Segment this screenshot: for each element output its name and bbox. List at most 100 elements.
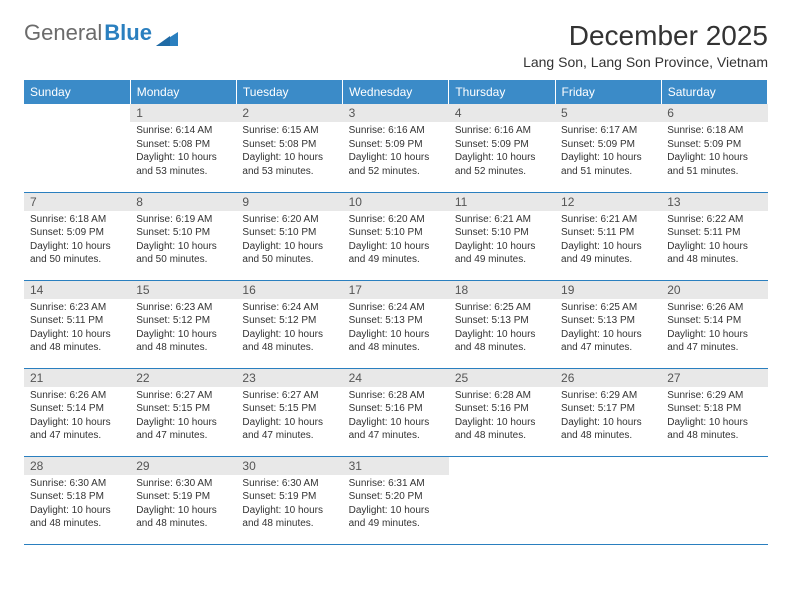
day-detail-line: Daylight: 10 hours [349, 504, 443, 518]
day-detail-line: Sunrise: 6:23 AM [30, 301, 124, 315]
day-detail-line: Daylight: 10 hours [561, 328, 655, 342]
day-detail-line: Sunrise: 6:23 AM [136, 301, 230, 315]
calendar-week-row: 28Sunrise: 6:30 AMSunset: 5:18 PMDayligh… [24, 456, 768, 544]
weekday-header: Thursday [449, 80, 555, 104]
calendar-day-cell: 24Sunrise: 6:28 AMSunset: 5:16 PMDayligh… [343, 368, 449, 456]
day-details: Sunrise: 6:24 AMSunset: 5:12 PMDaylight:… [236, 299, 342, 359]
day-number: 21 [24, 369, 130, 387]
day-detail-line: Sunrise: 6:18 AM [30, 213, 124, 227]
day-detail-line: Daylight: 10 hours [561, 240, 655, 254]
day-detail-line: Daylight: 10 hours [349, 151, 443, 165]
day-detail-line: Daylight: 10 hours [30, 416, 124, 430]
day-detail-line: Daylight: 10 hours [561, 416, 655, 430]
day-details [449, 461, 555, 467]
day-detail-line: Sunrise: 6:16 AM [455, 124, 549, 138]
day-detail-line: Sunrise: 6:27 AM [242, 389, 336, 403]
day-detail-line: and 47 minutes. [667, 341, 761, 355]
calendar-day-cell: 20Sunrise: 6:26 AMSunset: 5:14 PMDayligh… [661, 280, 767, 368]
calendar-week-row: 14Sunrise: 6:23 AMSunset: 5:11 PMDayligh… [24, 280, 768, 368]
title-block: December 2025 Lang Son, Lang Son Provinc… [523, 20, 768, 70]
day-detail-line: Sunrise: 6:25 AM [561, 301, 655, 315]
day-detail-line: Sunset: 5:09 PM [455, 138, 549, 152]
day-details: Sunrise: 6:26 AMSunset: 5:14 PMDaylight:… [24, 387, 130, 447]
day-detail-line: Sunset: 5:12 PM [136, 314, 230, 328]
day-detail-line: Sunrise: 6:18 AM [667, 124, 761, 138]
day-detail-line: Daylight: 10 hours [667, 151, 761, 165]
day-detail-line: and 47 minutes. [242, 429, 336, 443]
calendar-day-cell [555, 456, 661, 544]
day-detail-line: Daylight: 10 hours [561, 151, 655, 165]
day-detail-line: Daylight: 10 hours [136, 328, 230, 342]
day-number: 5 [555, 104, 661, 122]
day-number: 31 [343, 457, 449, 475]
day-number: 28 [24, 457, 130, 475]
calendar-day-cell [661, 456, 767, 544]
day-detail-line: Sunset: 5:10 PM [136, 226, 230, 240]
calendar-day-cell: 14Sunrise: 6:23 AMSunset: 5:11 PMDayligh… [24, 280, 130, 368]
day-detail-line: Sunrise: 6:20 AM [242, 213, 336, 227]
day-detail-line: Sunrise: 6:19 AM [136, 213, 230, 227]
calendar-week-row: 21Sunrise: 6:26 AMSunset: 5:14 PMDayligh… [24, 368, 768, 456]
day-number: 1 [130, 104, 236, 122]
day-detail-line: Sunset: 5:10 PM [455, 226, 549, 240]
day-detail-line: Sunrise: 6:16 AM [349, 124, 443, 138]
day-detail-line: and 48 minutes. [667, 253, 761, 267]
calendar-day-cell: 23Sunrise: 6:27 AMSunset: 5:15 PMDayligh… [236, 368, 342, 456]
day-detail-line: Sunset: 5:08 PM [136, 138, 230, 152]
day-detail-line: Sunset: 5:09 PM [667, 138, 761, 152]
day-number: 12 [555, 193, 661, 211]
day-detail-line: Daylight: 10 hours [349, 328, 443, 342]
day-detail-line: and 50 minutes. [242, 253, 336, 267]
day-details: Sunrise: 6:30 AMSunset: 5:18 PMDaylight:… [24, 475, 130, 535]
day-details: Sunrise: 6:29 AMSunset: 5:18 PMDaylight:… [661, 387, 767, 447]
day-details: Sunrise: 6:24 AMSunset: 5:13 PMDaylight:… [343, 299, 449, 359]
calendar-day-cell: 25Sunrise: 6:28 AMSunset: 5:16 PMDayligh… [449, 368, 555, 456]
calendar-week-row: 1Sunrise: 6:14 AMSunset: 5:08 PMDaylight… [24, 104, 768, 192]
day-detail-line: and 48 minutes. [242, 517, 336, 531]
day-detail-line: Sunset: 5:14 PM [30, 402, 124, 416]
day-detail-line: Sunset: 5:16 PM [455, 402, 549, 416]
day-number: 17 [343, 281, 449, 299]
day-detail-line: Sunset: 5:13 PM [561, 314, 655, 328]
day-number: 24 [343, 369, 449, 387]
day-detail-line: Sunset: 5:11 PM [30, 314, 124, 328]
day-number: 7 [24, 193, 130, 211]
day-detail-line: and 50 minutes. [30, 253, 124, 267]
day-detail-line: Sunrise: 6:22 AM [667, 213, 761, 227]
day-number: 9 [236, 193, 342, 211]
day-number: 16 [236, 281, 342, 299]
calendar-day-cell: 18Sunrise: 6:25 AMSunset: 5:13 PMDayligh… [449, 280, 555, 368]
day-detail-line: Sunrise: 6:14 AM [136, 124, 230, 138]
day-detail-line: Daylight: 10 hours [349, 240, 443, 254]
day-detail-line: and 53 minutes. [242, 165, 336, 179]
weekday-header: Friday [555, 80, 661, 104]
day-detail-line: Sunset: 5:08 PM [242, 138, 336, 152]
day-detail-line: and 48 minutes. [667, 429, 761, 443]
day-detail-line: Sunrise: 6:30 AM [242, 477, 336, 491]
day-number: 22 [130, 369, 236, 387]
day-details: Sunrise: 6:19 AMSunset: 5:10 PMDaylight:… [130, 211, 236, 271]
day-detail-line: Sunrise: 6:29 AM [561, 389, 655, 403]
day-detail-line: and 48 minutes. [561, 429, 655, 443]
calendar-day-cell: 19Sunrise: 6:25 AMSunset: 5:13 PMDayligh… [555, 280, 661, 368]
weekday-header: Monday [130, 80, 236, 104]
day-detail-line: Sunrise: 6:24 AM [242, 301, 336, 315]
calendar-day-cell: 9Sunrise: 6:20 AMSunset: 5:10 PMDaylight… [236, 192, 342, 280]
calendar-day-cell: 4Sunrise: 6:16 AMSunset: 5:09 PMDaylight… [449, 104, 555, 192]
day-detail-line: and 48 minutes. [455, 341, 549, 355]
day-details: Sunrise: 6:20 AMSunset: 5:10 PMDaylight:… [343, 211, 449, 271]
day-number: 20 [661, 281, 767, 299]
calendar-day-cell: 7Sunrise: 6:18 AMSunset: 5:09 PMDaylight… [24, 192, 130, 280]
calendar-day-cell: 29Sunrise: 6:30 AMSunset: 5:19 PMDayligh… [130, 456, 236, 544]
day-detail-line: Sunset: 5:17 PM [561, 402, 655, 416]
day-detail-line: and 47 minutes. [349, 429, 443, 443]
day-detail-line: Sunrise: 6:27 AM [136, 389, 230, 403]
day-detail-line: Sunrise: 6:28 AM [455, 389, 549, 403]
day-detail-line: Sunrise: 6:17 AM [561, 124, 655, 138]
day-detail-line: and 48 minutes. [136, 341, 230, 355]
calendar-day-cell [449, 456, 555, 544]
day-detail-line: and 48 minutes. [455, 429, 549, 443]
day-detail-line: Sunset: 5:14 PM [667, 314, 761, 328]
calendar-day-cell: 1Sunrise: 6:14 AMSunset: 5:08 PMDaylight… [130, 104, 236, 192]
day-detail-line: Sunset: 5:11 PM [667, 226, 761, 240]
